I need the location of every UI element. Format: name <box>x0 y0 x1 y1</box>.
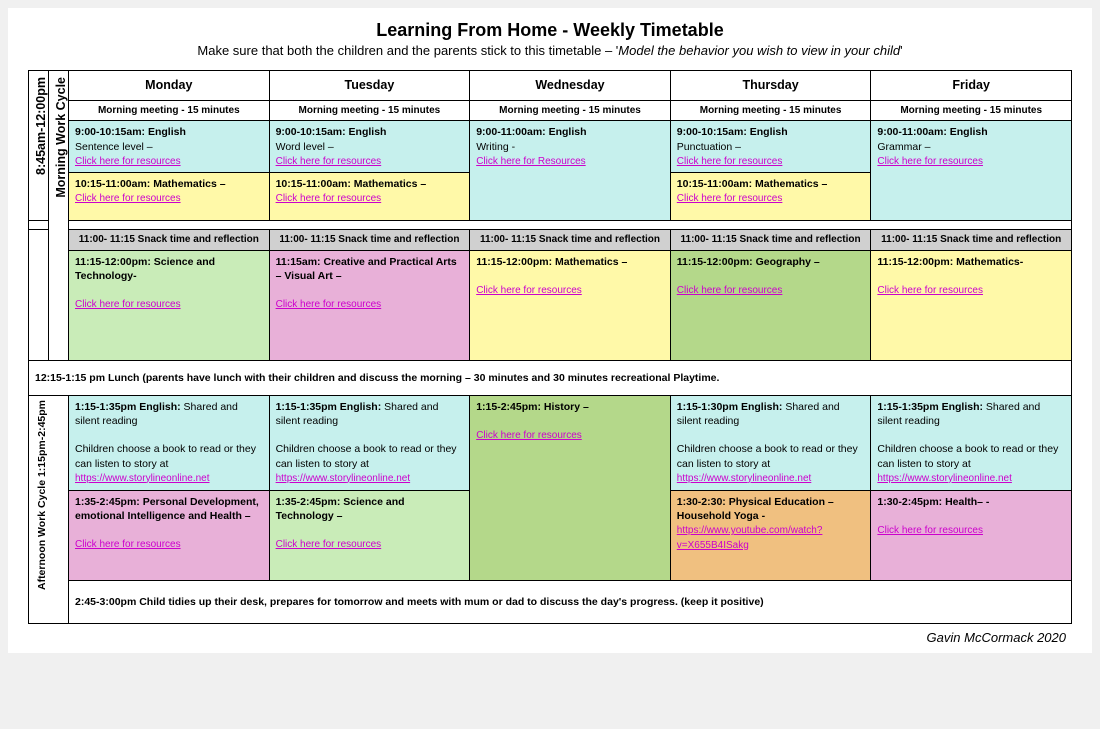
resources-link[interactable]: Click here for resources <box>276 156 382 167</box>
tue-arts: 11:15am: Creative and Practical Arts – V… <box>269 250 470 360</box>
resources-link[interactable]: Click here for Resources <box>476 156 585 167</box>
resources-link[interactable]: Click here for resources <box>476 430 582 441</box>
resources-link[interactable]: Click here for resources <box>276 299 382 310</box>
side-morning-time: 8:45am-12:00pm <box>29 71 49 221</box>
resources-link[interactable]: Click here for resources <box>677 193 783 204</box>
morning-meeting-row: Morning meeting - 15 minutes Morning mee… <box>29 100 1072 121</box>
resources-link[interactable]: Click here for resources <box>877 156 983 167</box>
day-fri: Friday <box>871 71 1072 101</box>
resources-link[interactable]: Click here for resources <box>677 285 783 296</box>
thu-maths: 10:15-11:00am: Mathematics – Click here … <box>670 173 871 221</box>
day-header-row: 8:45am-12:00pm Morning Work Cycle Monday… <box>29 71 1072 101</box>
mon-maths: 10:15-11:00am: Mathematics – Click here … <box>69 173 270 221</box>
timetable-grid: 8:45am-12:00pm Morning Work Cycle Monday… <box>28 70 1072 624</box>
side-morning-cycle: Morning Work Cycle <box>49 71 69 361</box>
timetable-document: Learning From Home - Weekly Timetable Ma… <box>8 8 1092 653</box>
thu-pe: 1:30-2:30: Physical Education – Househol… <box>670 490 871 580</box>
day-thu: Thursday <box>670 71 871 101</box>
credit-line: Gavin McCormack 2020 <box>28 630 1072 645</box>
resources-link[interactable]: Click here for resources <box>75 156 181 167</box>
thu-reading: 1:15-1:30pm English: Shared and silent r… <box>670 395 871 490</box>
tidy-row: 2:45-3:00pm Child tidies up their desk, … <box>29 580 1072 623</box>
mon-english: 9:00-10:15am: English Sentence level – C… <box>69 121 270 173</box>
tue-maths: 10:15-11:00am: Mathematics – Click here … <box>269 173 470 221</box>
fri-health: 1:30-2:45pm: Health– - Click here for re… <box>871 490 1072 580</box>
resources-link[interactable]: Click here for resources <box>75 193 181 204</box>
tue-science: 1:35-2:45pm: Science and Technology – Cl… <box>269 490 470 580</box>
fri-maths: 11:15-12:00pm: Mathematics- Click here f… <box>871 250 1072 360</box>
resources-link[interactable]: Click here for resources <box>276 193 382 204</box>
fri-reading: 1:15-1:35pm English: Shared and silent r… <box>871 395 1072 490</box>
spacer <box>29 221 1072 230</box>
resources-link[interactable]: Click here for resources <box>877 285 983 296</box>
page-subtitle: Make sure that both the children and the… <box>28 43 1072 58</box>
youtube-link[interactable]: https://www.youtube.com/watch?v=X655B4IS… <box>677 525 823 551</box>
side-afternoon: Afternoon Work Cycle 1:15pm-2:45pm <box>29 395 69 623</box>
snack-row: 11:00- 11:15 Snack time and reflection 1… <box>29 230 1072 251</box>
storyline-link[interactable]: https://www.storylineonline.net <box>677 473 812 484</box>
storyline-link[interactable]: https://www.storylineonline.net <box>276 473 411 484</box>
resources-link[interactable]: Click here for resources <box>75 539 181 550</box>
mon-reading: 1:15-1:35pm English: Shared and silent r… <box>69 395 270 490</box>
tue-reading: 1:15-1:35pm English: Shared and silent r… <box>269 395 470 490</box>
late-morning-row: 11:15-12:00pm: Science and Technology- C… <box>29 250 1072 360</box>
day-mon: Monday <box>69 71 270 101</box>
resources-link[interactable]: Click here for resources <box>75 299 181 310</box>
page-title: Learning From Home - Weekly Timetable <box>28 20 1072 41</box>
resources-link[interactable]: Click here for resources <box>476 285 582 296</box>
mon-pdh: 1:35-2:45pm: Personal Development, emoti… <box>69 490 270 580</box>
thu-english: 9:00-10:15am: English Punctuation – Clic… <box>670 121 871 173</box>
tue-english: 9:00-10:15am: English Word level – Click… <box>269 121 470 173</box>
lunch-row: 12:15-1:15 pm Lunch (parents have lunch … <box>29 360 1072 395</box>
thu-geog: 11:15-12:00pm: Geography – Click here fo… <box>670 250 871 360</box>
storyline-link[interactable]: https://www.storylineonline.net <box>75 473 210 484</box>
mon-science: 11:15-12:00pm: Science and Technology- C… <box>69 250 270 360</box>
resources-link[interactable]: Click here for resources <box>276 539 382 550</box>
day-wed: Wednesday <box>470 71 671 101</box>
storyline-link[interactable]: https://www.storylineonline.net <box>877 473 1012 484</box>
afternoon-reading-row: Afternoon Work Cycle 1:15pm-2:45pm 1:15-… <box>29 395 1072 490</box>
wed-maths: 11:15-12:00pm: Mathematics – Click here … <box>470 250 671 360</box>
resources-link[interactable]: Click here for resources <box>877 525 983 536</box>
day-tue: Tuesday <box>269 71 470 101</box>
fri-english: 9:00-11:00am: English Grammar – Click he… <box>871 121 1072 221</box>
english-row: 9:00-10:15am: English Sentence level – C… <box>29 121 1072 173</box>
wed-history: 1:15-2:45pm: History – Click here for re… <box>470 395 671 580</box>
wed-english: 9:00-11:00am: English Writing - Click he… <box>470 121 671 221</box>
resources-link[interactable]: Click here for resources <box>677 156 783 167</box>
